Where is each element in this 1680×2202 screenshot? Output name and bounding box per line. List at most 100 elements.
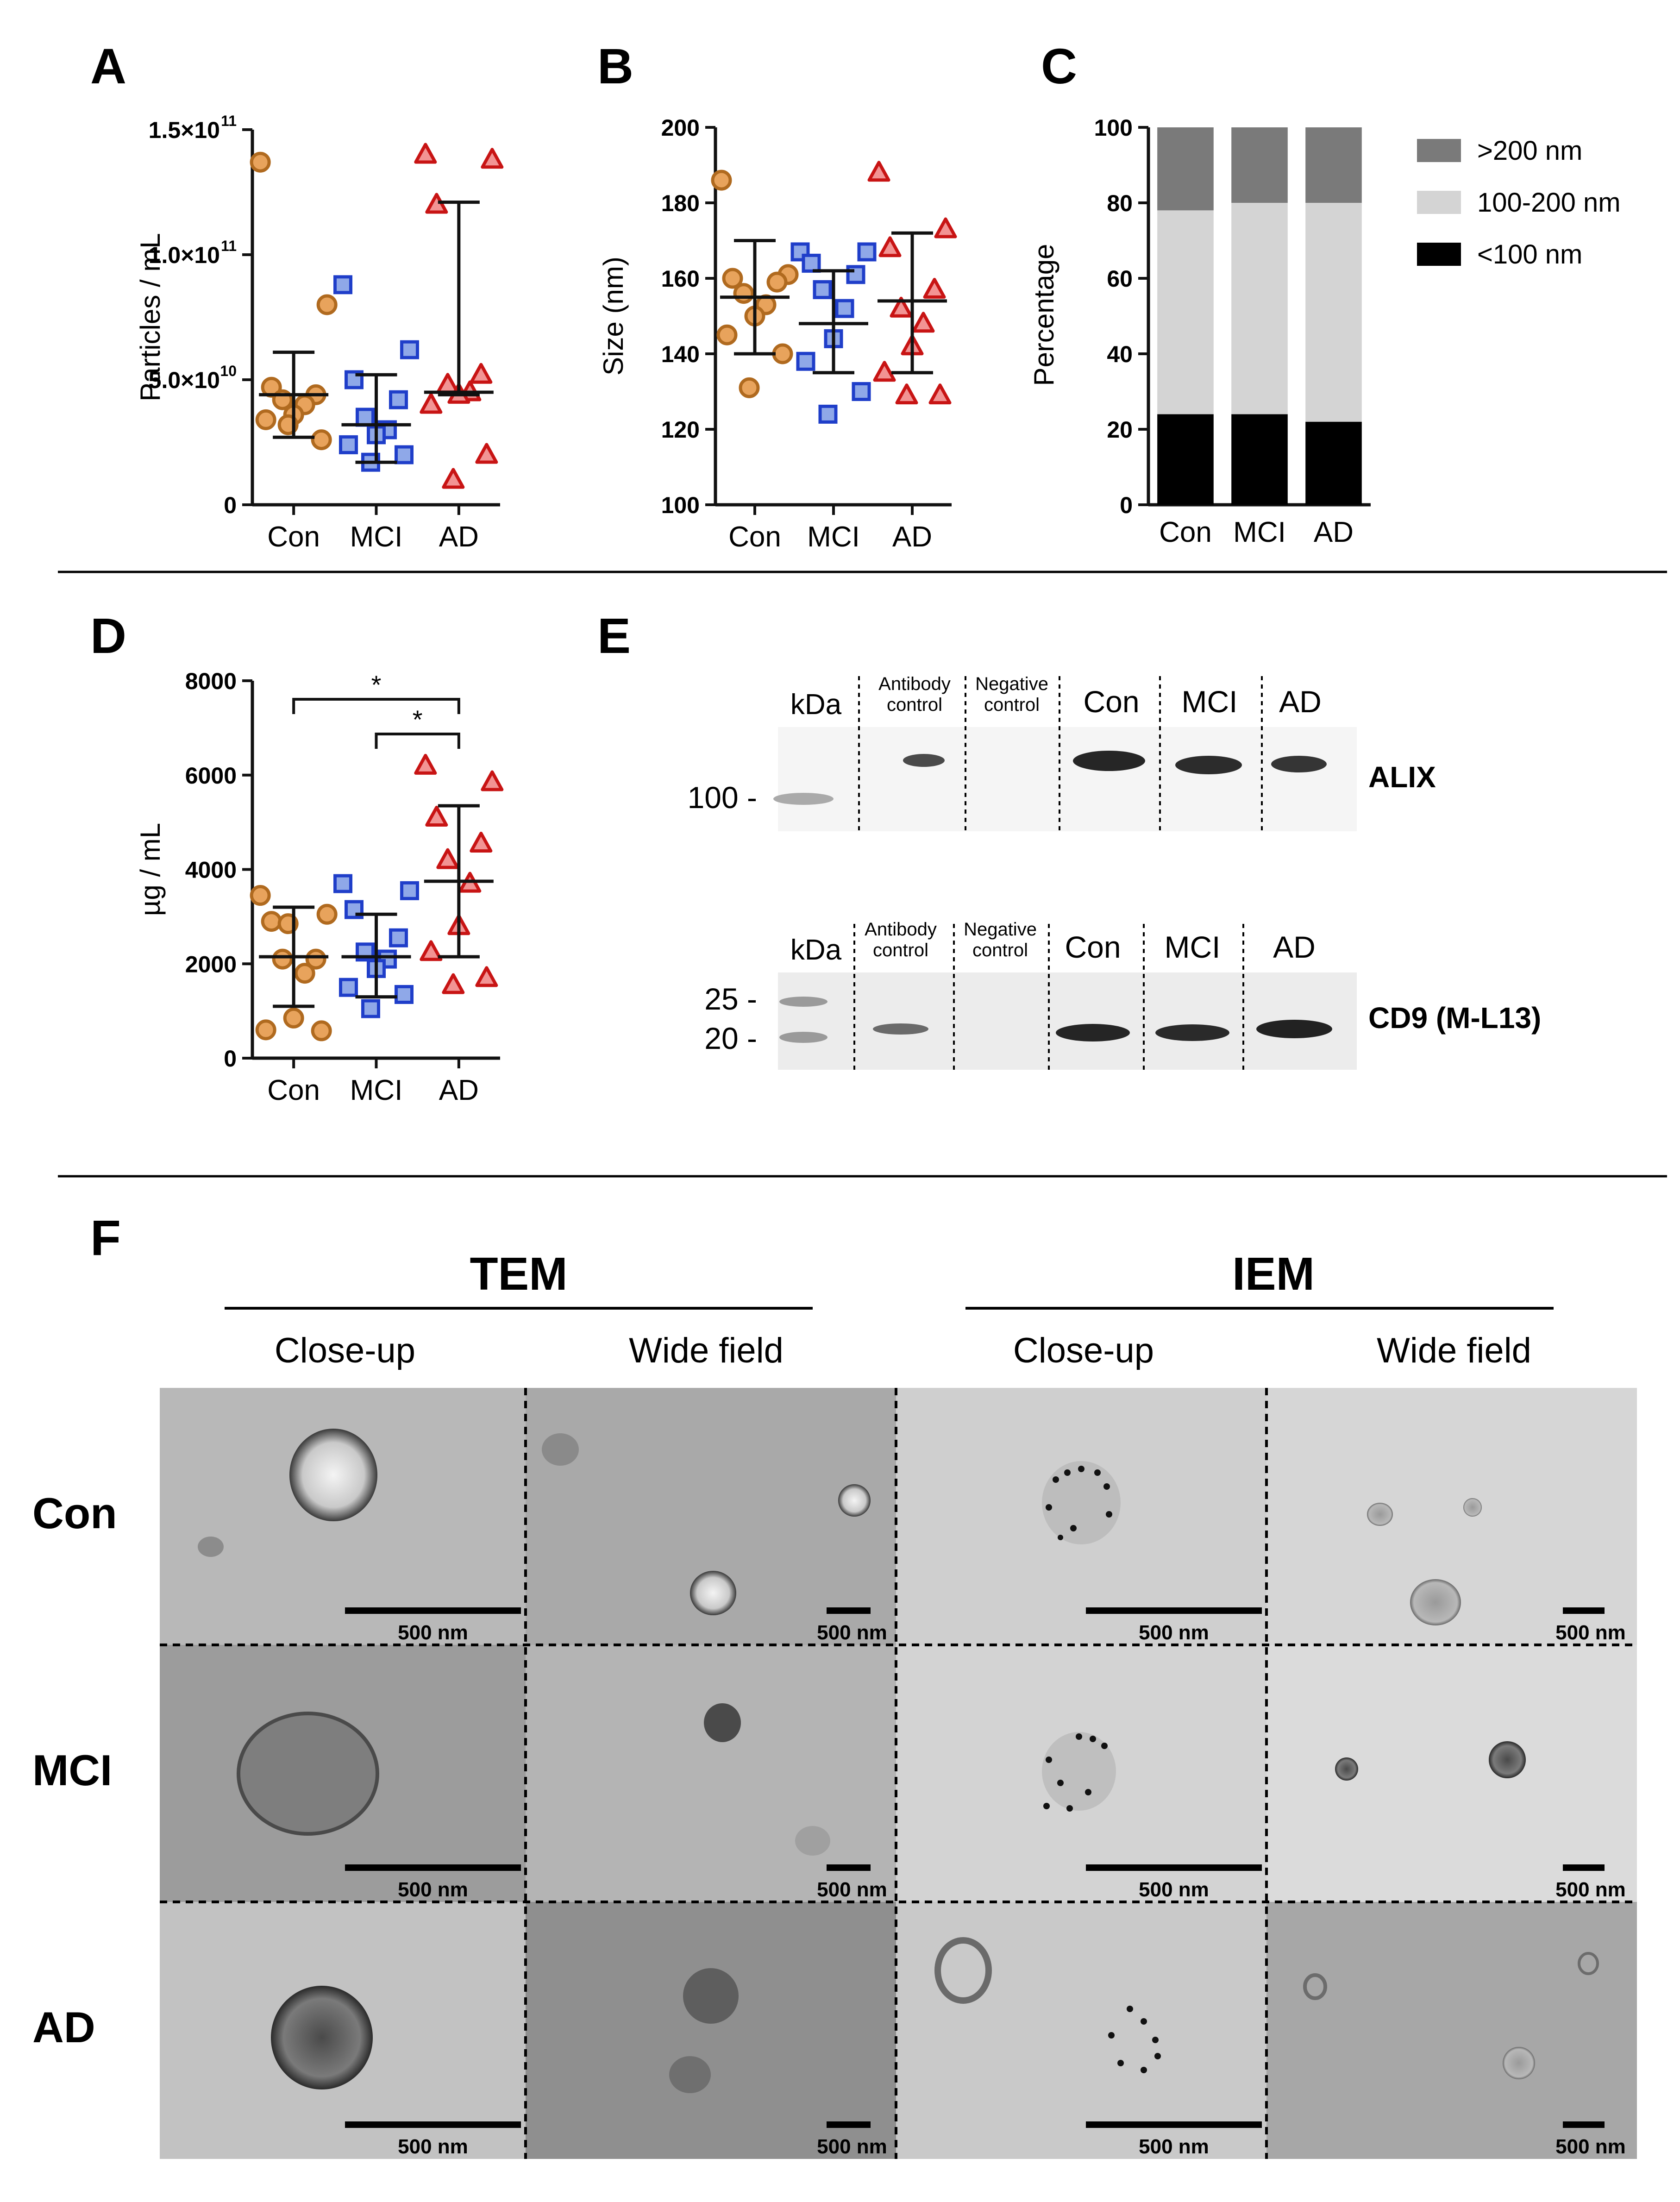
x-tick-label: Con	[267, 1074, 320, 1106]
data-point	[420, 940, 443, 961]
data-point	[255, 409, 276, 430]
data-point	[356, 408, 375, 427]
y-axis-label: Particles / mL	[135, 233, 166, 401]
y-tick-label: 0	[224, 1046, 237, 1072]
bar-segment	[1231, 127, 1288, 203]
blot-top-antibody-2: control	[887, 695, 942, 715]
vesicle	[1578, 1952, 1599, 1975]
data-point	[772, 343, 793, 364]
data-point	[250, 151, 271, 173]
vesicle	[1303, 1973, 1327, 2000]
data-point	[923, 277, 946, 299]
data-point	[389, 390, 408, 409]
tem-heading: TEM	[470, 1248, 567, 1300]
blot-alix-band-mci	[1175, 756, 1242, 774]
vesicle	[1410, 1579, 1461, 1625]
blot-alix-marker: 100 -	[688, 780, 757, 815]
vesicle	[1042, 1732, 1116, 1811]
vesicle	[1042, 1461, 1121, 1544]
col-wide-field-iem: Wide field	[1377, 1331, 1531, 1370]
y-tick-exponent: 10	[220, 363, 237, 379]
data-point	[878, 236, 902, 257]
blot-cd9-band-ladder-25	[779, 997, 827, 1007]
y-tick-label: 80	[1107, 190, 1133, 216]
y-tick-label: 100	[1094, 115, 1133, 141]
data-point	[395, 985, 414, 1004]
blot-bottom-kda: kDa	[790, 934, 842, 966]
data-point	[912, 312, 935, 333]
vesicle	[669, 2056, 711, 2093]
scale-bars: 500 nm 500 nm 500 nm 500 nm 500 nm 500 n…	[345, 1607, 1626, 2158]
data-point	[255, 1019, 276, 1041]
significance-bracket	[375, 733, 460, 749]
x-tick-label: Con	[1159, 516, 1212, 548]
data-point	[852, 382, 871, 401]
data-point	[733, 283, 754, 304]
blot-cd9-band-mci	[1155, 1024, 1229, 1041]
y-tick-label: 140	[661, 341, 700, 367]
vesicle	[1463, 1498, 1482, 1517]
y-tick-label: 2000	[185, 951, 237, 977]
blot-bottom-con: Con	[1065, 930, 1121, 964]
y-tick-label: 5.0×10	[149, 367, 220, 393]
data-point	[722, 268, 743, 289]
panel-letter-a: A	[90, 38, 126, 94]
blot-cd9-marker-20: 20 -	[704, 1021, 757, 1055]
scale-label: 500 nm	[1139, 1621, 1209, 1644]
data-point	[395, 445, 414, 464]
data-point	[339, 978, 358, 997]
blot-cd9-strip	[778, 972, 1357, 1070]
data-point	[389, 928, 408, 947]
scale-label: 500 nm	[1555, 2135, 1626, 2158]
y-tick-label: 4000	[185, 857, 237, 883]
blot-bottom-negative-2: control	[972, 940, 1028, 960]
y-tick-label: 180	[661, 190, 700, 216]
vesicle	[683, 1968, 739, 2024]
blot-cd9-band-ladder-20	[779, 1032, 827, 1043]
data-point	[934, 217, 957, 238]
data-point	[283, 1007, 304, 1029]
blot-bottom-negative-1: Negative	[964, 919, 1037, 940]
y-tick-label: 120	[661, 417, 700, 443]
legend-label: >200 nm	[1477, 136, 1582, 166]
bar-segment	[1305, 421, 1362, 505]
y-tick-label: 8000	[185, 668, 237, 694]
vesicle	[838, 1484, 871, 1517]
panel-letter-c: C	[1041, 38, 1077, 94]
iem-heading: IEM	[1232, 1248, 1315, 1300]
data-point	[481, 148, 504, 169]
panel-letter-f: F	[90, 1210, 121, 1266]
blot-top-negative-1: Negative	[975, 674, 1048, 694]
micrograph-tem-wide-ad	[526, 1902, 896, 2159]
vesicle	[542, 1433, 579, 1466]
legend-swatch	[1417, 191, 1461, 214]
vesicle	[1335, 1757, 1358, 1781]
data-point	[420, 393, 443, 414]
vesicle	[289, 1429, 377, 1521]
scale-label: 500 nm	[1139, 2135, 1209, 2158]
data-point	[766, 271, 788, 293]
x-tick-label: AD	[439, 521, 479, 553]
legend-swatch	[1417, 243, 1461, 266]
micrograph-tem-wide-mci	[526, 1645, 896, 1902]
bar-segment	[1231, 203, 1288, 414]
significance-bracket	[292, 698, 460, 714]
y-axis-label: µg / mL	[135, 823, 166, 916]
blot-alix-strip	[778, 727, 1357, 831]
y-tick-label: 40	[1107, 341, 1133, 367]
vesicle	[1503, 2047, 1535, 2079]
y-axis-label: Percentage	[1028, 244, 1059, 386]
blot-cd9-marker-25: 25 -	[704, 982, 757, 1016]
data-point	[339, 435, 358, 454]
data-point	[835, 299, 854, 318]
data-point	[414, 753, 437, 775]
vesicle	[271, 1986, 373, 2089]
blot-top-con: Con	[1083, 684, 1139, 719]
data-point	[475, 443, 498, 464]
chart-d-protein: 0 2000 4000 6000 8000 Con MCI AD µg / mL * *	[135, 668, 504, 1106]
chart-c-percentage: 0 20 40 60 80 100 Con MCI AD Percentage >200 nm 100…	[1028, 115, 1621, 548]
micrograph-iem-closeup-ad	[896, 1902, 1266, 2159]
data-point	[316, 294, 338, 315]
x-tick-label: MCI	[350, 1074, 403, 1106]
